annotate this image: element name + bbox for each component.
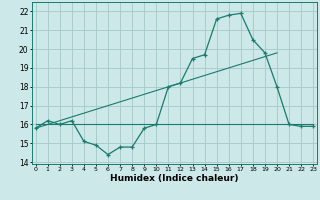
X-axis label: Humidex (Indice chaleur): Humidex (Indice chaleur) bbox=[110, 174, 239, 183]
